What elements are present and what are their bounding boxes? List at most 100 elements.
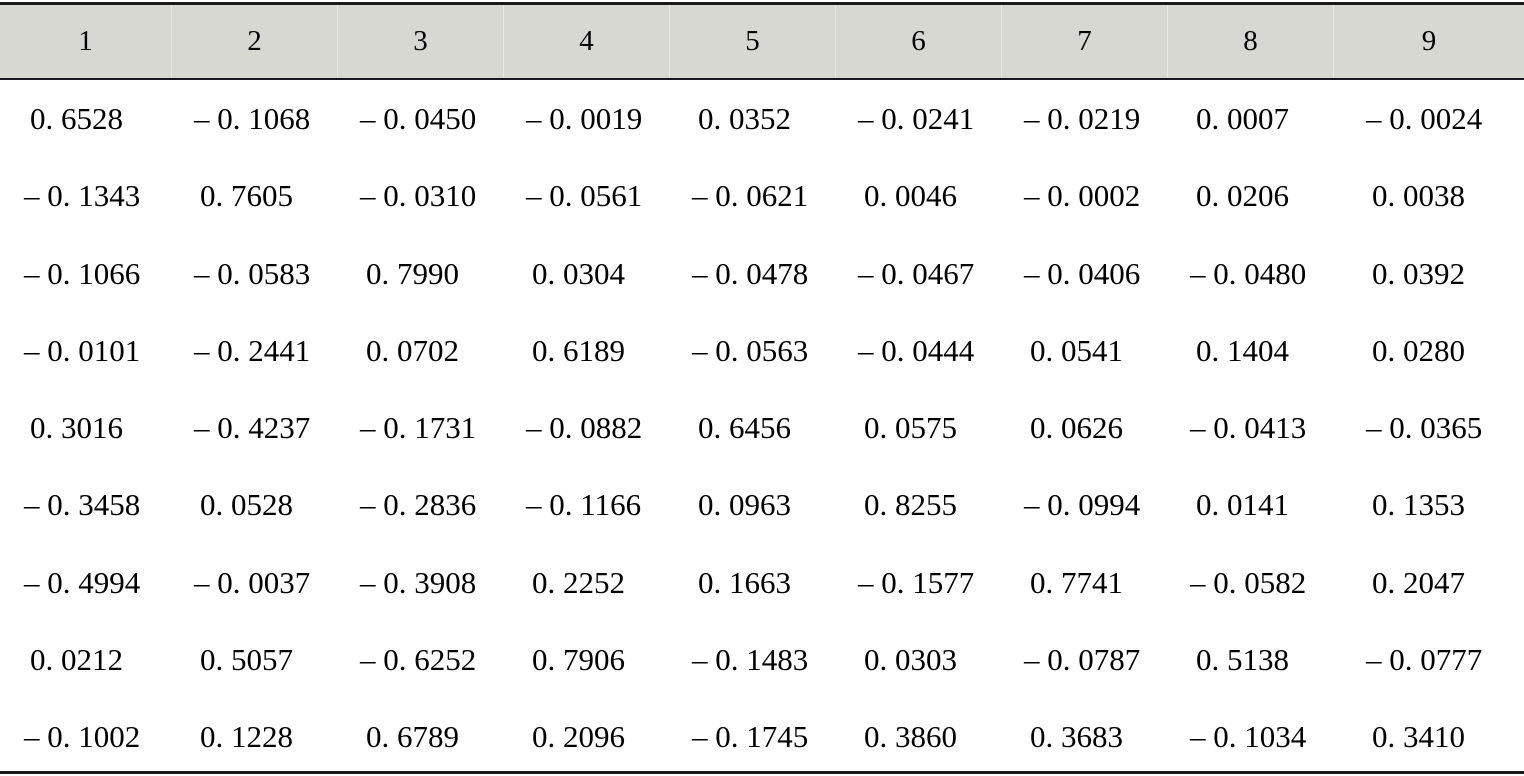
- table-body: 0. 6528 – 0. 1068 – 0. 0450 – 0. 0019 0. 035…: [0, 80, 1524, 776]
- table-row: 0. 3016 – 0. 4237 – 0. 1731 – 0. 0882 0. 645…: [0, 389, 1524, 466]
- table-row: 0. 0212 0. 5057 – 0. 6252 0. 7906 – 0. 1483 0…: [0, 621, 1524, 698]
- table-cell: – 0. 0002: [1024, 178, 1141, 214]
- column-header-7: 7: [1002, 5, 1168, 78]
- table-cell: 0. 2096: [532, 719, 625, 755]
- table-cell: 0. 0541: [1030, 332, 1123, 368]
- table-cell: 0. 1404: [1196, 332, 1289, 368]
- table-cell: 0. 8255: [864, 487, 957, 523]
- table-cell: 0. 5057: [200, 642, 293, 678]
- table-cell: – 0. 1002: [24, 719, 141, 755]
- table-header-row: 1 2 3 4 5 6 7 8 9: [0, 5, 1524, 78]
- table-cell: 0. 0206: [1196, 178, 1289, 214]
- table-cell: – 0. 0450: [360, 101, 477, 136]
- table-cell: – 0. 2441: [194, 332, 311, 368]
- table-cell: 0. 0212: [30, 642, 123, 678]
- table-cell: – 0. 4994: [24, 564, 141, 600]
- column-header-9: 9: [1421, 25, 1437, 57]
- table-row: – 0. 1343 0. 7605 – 0. 0310 – 0. 0561 – 0. 0…: [0, 157, 1524, 234]
- table-cell: 0. 2047: [1372, 564, 1465, 600]
- table-cell: 0. 3410: [1372, 719, 1465, 755]
- table-cell: – 0. 1483: [692, 642, 809, 678]
- table-cell: – 0. 4237: [194, 410, 311, 446]
- table-cell: – 0. 0310: [360, 178, 477, 214]
- table-cell: – 0. 0882: [526, 410, 643, 446]
- table-cell: – 0. 0024: [1366, 101, 1483, 136]
- table-top-rule: [0, 2, 1524, 5]
- table-cell: – 0. 0101: [24, 332, 141, 368]
- table-cell: 0. 2252: [532, 564, 625, 600]
- table-bottom-rule: [0, 771, 1524, 774]
- table-cell: – 0. 0621: [692, 178, 809, 214]
- table-cell: – 0. 1731: [360, 410, 477, 446]
- table-cell: – 0. 6252: [360, 642, 477, 678]
- table-cell: 0. 7741: [1030, 564, 1123, 600]
- table-cell: 0. 1663: [698, 564, 791, 600]
- table-cell: 0. 0575: [864, 410, 957, 446]
- table-cell: – 0. 1066: [24, 255, 141, 291]
- table-cell: – 0. 1745: [692, 719, 809, 755]
- table-cell: 0. 0352: [698, 101, 791, 136]
- table-header-rule: [0, 78, 1524, 80]
- table-cell: – 0. 1034: [1190, 719, 1307, 755]
- table-cell: 0. 1353: [1372, 487, 1465, 523]
- table-cell: 0. 3683: [1030, 719, 1123, 755]
- column-header-8: 8: [1168, 5, 1334, 78]
- table-cell: 0. 6456: [698, 410, 791, 446]
- table-cell: 0. 7605: [200, 178, 293, 214]
- column-header-6: 6: [836, 5, 1002, 78]
- table-cell: – 0. 0561: [526, 178, 643, 214]
- table-cell: 0. 0007: [1196, 101, 1289, 136]
- table-cell: 0. 0528: [200, 487, 293, 523]
- table-cell: – 0. 0478: [692, 255, 809, 291]
- table-cell: 0. 5138: [1196, 642, 1289, 678]
- table-cell: 0. 0702: [366, 332, 459, 368]
- table-cell: 0. 6189: [532, 332, 625, 368]
- table-cell: 0. 0303: [864, 642, 957, 678]
- table-cell: – 0. 0563: [692, 332, 809, 368]
- table-cell: 0. 0963: [698, 487, 791, 523]
- table-cell: 0. 0141: [1196, 487, 1289, 523]
- column-header-3: 3: [338, 5, 504, 78]
- table-cell: 0. 0304: [532, 255, 625, 291]
- table-cell: 0. 0038: [1372, 178, 1465, 214]
- table-cell: 0. 0626: [1030, 410, 1123, 446]
- table-cell: – 0. 1068: [194, 101, 311, 136]
- table-cell: – 0. 0219: [1024, 101, 1141, 136]
- table-cell: – 0. 0444: [858, 332, 975, 368]
- table-cell: – 0. 2836: [360, 487, 477, 523]
- table-cell: – 0. 0241: [858, 101, 975, 136]
- column-header-2: 2: [172, 5, 338, 78]
- table-cell: 0. 0046: [864, 178, 957, 214]
- table-row: – 0. 1066 – 0. 0583 0. 7990 0. 0304 – 0. 047…: [0, 235, 1524, 312]
- table-cell: – 0. 0777: [1366, 642, 1483, 678]
- table-cell: – 0. 1343: [24, 178, 141, 214]
- table-cell: – 0. 0406: [1024, 255, 1141, 291]
- table-cell: 0. 3016: [30, 410, 123, 446]
- table-cell: – 0. 0787: [1024, 642, 1141, 678]
- table-cell: – 0. 0365: [1366, 410, 1483, 446]
- table-cell: – 0. 0019: [526, 101, 643, 136]
- table-cell: 0. 7990: [366, 255, 459, 291]
- table-cell: – 0. 0583: [194, 255, 311, 291]
- table-cell: – 0. 3458: [24, 487, 141, 523]
- column-header-5: 5: [670, 5, 836, 78]
- table-row: – 0. 4994 – 0. 0037 – 0. 3908 0. 2252 0. 166…: [0, 544, 1524, 621]
- table-row: – 0. 1002 0. 1228 0. 6789 0. 2096 – 0. 1745 0…: [0, 698, 1524, 775]
- table-cell: – 0. 0037: [194, 564, 311, 600]
- table-cell: – 0. 1166: [526, 487, 642, 523]
- table-cell: – 0. 3908: [360, 564, 477, 600]
- table-cell: 0. 6789: [366, 719, 459, 755]
- table-cell: – 0. 0480: [1190, 255, 1307, 291]
- table-cell: – 0. 0582: [1190, 564, 1307, 600]
- table-cell: 0. 6528: [30, 101, 123, 136]
- table-cell: – 0. 0413: [1190, 410, 1307, 446]
- table-cell: – 0. 1577: [858, 564, 975, 600]
- table-cell: 0. 0280: [1372, 332, 1465, 368]
- table-cell: 0. 3860: [864, 719, 957, 755]
- table-row: 0. 6528 – 0. 1068 – 0. 0450 – 0. 0019 0. 035…: [0, 80, 1524, 157]
- table-row: – 0. 0101 – 0. 2441 0. 0702 0. 6189 – 0. 056…: [0, 312, 1524, 389]
- table-cell: – 0. 0467: [858, 255, 975, 291]
- table-cell: 0. 0392: [1372, 255, 1465, 291]
- table-row: – 0. 3458 0. 0528 – 0. 2836 – 0. 1166 0. 096…: [0, 466, 1524, 543]
